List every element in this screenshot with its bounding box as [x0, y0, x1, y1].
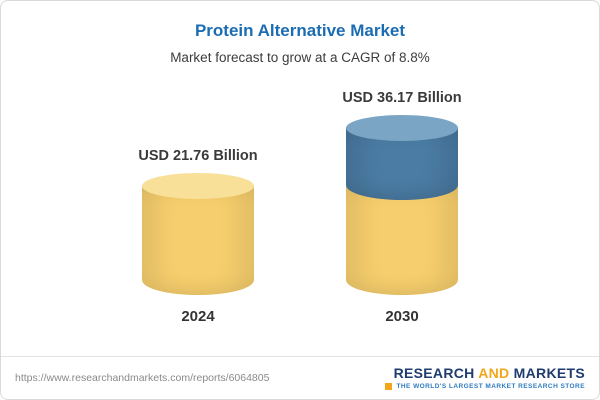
- logo-word-and: AND: [478, 364, 510, 381]
- researchandmarkets-logo: RESEARCH AND MARKETS THE WORLD'S LARGEST…: [385, 364, 585, 391]
- cylinder-2024-body: [142, 173, 254, 295]
- bar-group-2030: USD 36.17 Billion 2030: [322, 90, 482, 325]
- cylinder-2024: [142, 173, 254, 295]
- report-url: https://www.researchandmarkets.com/repor…: [15, 372, 270, 384]
- logo-tagline: THE WORLD'S LARGEST MARKET RESEARCH STOR…: [396, 383, 585, 391]
- cylinder-2030-base: [346, 186, 458, 295]
- chart-subtitle: Market forecast to grow at a CAGR of 8.8…: [170, 50, 430, 65]
- cylinder-2030: [346, 115, 458, 295]
- cylinder-2030-growth: [346, 115, 458, 201]
- chart-header: Protein Alternative Market Market foreca…: [1, 1, 599, 65]
- category-label-2024: 2024: [181, 308, 215, 325]
- logo-tagline-row: THE WORLD'S LARGEST MARKET RESEARCH STOR…: [385, 383, 585, 391]
- cylinder-2024-cap: [142, 173, 254, 200]
- page-title: Protein Alternative Market: [194, 21, 406, 40]
- logo-word-research: RESEARCH: [393, 364, 475, 381]
- bar-group-2024: USD 21.76 Billion 2024: [118, 148, 278, 325]
- bar-chart: USD 21.76 Billion 2024 USD 36.17 Billion…: [1, 67, 599, 325]
- cylinder-2030-cap: [346, 115, 458, 142]
- value-label-2030: USD 36.17 Billion: [342, 90, 462, 107]
- footer: https://www.researchandmarkets.com/repor…: [1, 356, 599, 399]
- logo-accent-square: [385, 383, 393, 391]
- logo-wordmark: RESEARCH AND MARKETS: [385, 364, 585, 381]
- logo-word-markets: MARKETS: [513, 364, 585, 381]
- value-label-2024: USD 21.76 Billion: [138, 148, 258, 165]
- category-label-2030: 2030: [385, 308, 419, 325]
